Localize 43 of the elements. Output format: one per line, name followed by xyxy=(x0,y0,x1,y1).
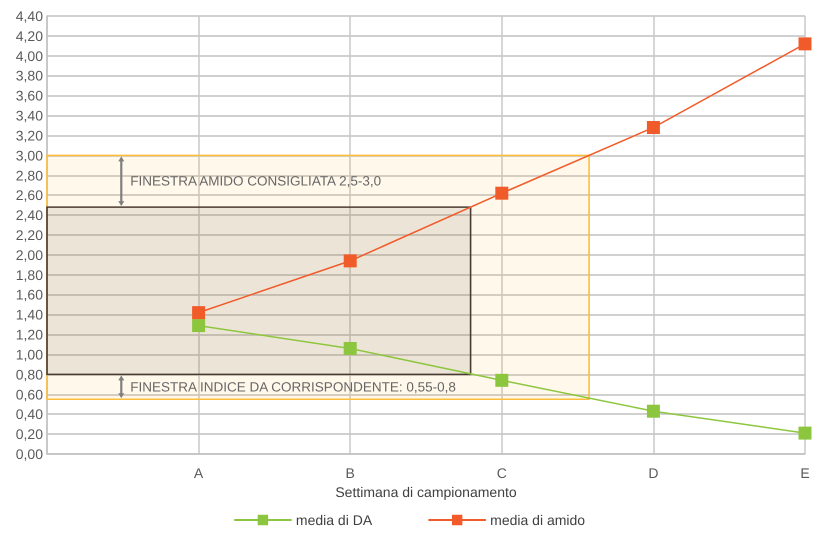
y-tick-label: 3,40 xyxy=(16,108,44,124)
x-axis-title: Settimana di campionamento xyxy=(335,484,517,500)
y-tick-label: 2,80 xyxy=(16,167,44,184)
point xyxy=(798,37,812,50)
y-tick-label: 3,00 xyxy=(16,147,44,164)
point xyxy=(646,404,660,418)
y-tick-label: 4,00 xyxy=(16,48,44,64)
annotation: FINESTRA AMIDO CONSIGLIATA 2,5-3,0 xyxy=(130,174,382,189)
y-tick-label: 0,00 xyxy=(16,446,44,462)
point xyxy=(192,306,206,320)
y-tick-label: 2,00 xyxy=(16,246,44,263)
y-tick-label: 3,60 xyxy=(16,88,44,104)
y-tick-label: 1,40 xyxy=(16,306,44,323)
point xyxy=(495,186,508,200)
annotation: FINESTRA INDICE DA CORRISPONDENTE: 0,55-0,8 xyxy=(130,379,456,394)
y-tick-label: 2,60 xyxy=(16,187,44,204)
y-tick-label: 1,60 xyxy=(16,286,44,303)
legend-label: media di DA xyxy=(296,512,373,528)
y-tick-label: 4,40 xyxy=(16,8,44,24)
point xyxy=(495,374,508,387)
x-tick-label: B xyxy=(346,465,355,481)
y-tick-label: 3,20 xyxy=(16,127,44,144)
y-tick-label: 1,00 xyxy=(16,346,44,362)
x-tick-label: E xyxy=(800,465,810,481)
y-tick-label: 0,60 xyxy=(16,386,44,402)
y-tick-label: 0,40 xyxy=(16,406,44,422)
y-tick-label: 1,80 xyxy=(16,266,44,283)
y-tick-label: 0,80 xyxy=(16,366,44,382)
point xyxy=(798,426,812,440)
point xyxy=(646,120,660,134)
point xyxy=(344,254,357,268)
legend-label: media di amido xyxy=(490,512,586,528)
y-tick-label: 0,20 xyxy=(16,426,44,442)
y-tick-label: 2,20 xyxy=(16,227,44,243)
y-tick-label: 2,40 xyxy=(16,207,44,224)
x-tick-label: C xyxy=(496,465,507,481)
y-tick-label: 4,20 xyxy=(16,28,44,44)
y-tick-label: 3,80 xyxy=(16,68,44,84)
point xyxy=(344,342,357,355)
x-tick-label: D xyxy=(648,465,658,481)
y-tick-label: 1,20 xyxy=(16,326,44,343)
x-tick-label: A xyxy=(194,465,204,481)
point xyxy=(192,319,206,332)
